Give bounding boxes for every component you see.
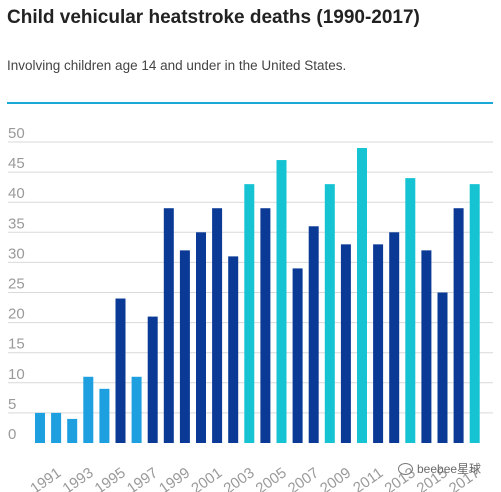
chart-subtitle: Involving children age 14 and under in t… xyxy=(7,58,347,73)
y-tick-label: 30 xyxy=(8,245,25,262)
bar xyxy=(83,376,94,443)
bar xyxy=(469,184,480,443)
bar xyxy=(131,376,142,443)
bar xyxy=(421,250,432,443)
bar xyxy=(147,316,158,443)
bar xyxy=(405,178,416,443)
bar xyxy=(244,184,255,443)
y-tick-label: 45 xyxy=(8,155,25,172)
y-tick-label: 10 xyxy=(8,366,25,383)
bar xyxy=(35,412,45,443)
bar xyxy=(67,418,78,443)
y-tick-label: 25 xyxy=(8,276,25,293)
x-tick-label: 1993 xyxy=(60,464,97,492)
y-tick-label: 15 xyxy=(8,336,25,353)
bar xyxy=(389,232,400,443)
bar xyxy=(51,412,62,443)
bar xyxy=(324,184,335,443)
chart-title: Child vehicular heatstroke deaths (1990-… xyxy=(7,7,420,28)
bar xyxy=(292,268,303,443)
x-tick-label: 2003 xyxy=(221,464,258,492)
bar xyxy=(437,292,448,443)
bar xyxy=(196,232,206,443)
bar xyxy=(357,148,367,443)
bar xyxy=(453,208,464,443)
x-tick-label: 1995 xyxy=(92,464,129,492)
y-tick-label: 20 xyxy=(8,306,25,323)
x-tick-label: 2007 xyxy=(285,464,322,492)
header-divider xyxy=(7,102,493,104)
x-tick-label: 1991 xyxy=(27,464,64,492)
watermark-text: beebee星球 xyxy=(417,462,482,476)
chat-bubble-icon xyxy=(398,462,413,475)
x-tick-label: 2005 xyxy=(253,464,290,492)
bar xyxy=(115,298,126,443)
bar xyxy=(179,250,190,443)
bar xyxy=(373,244,384,443)
bar xyxy=(212,208,223,443)
x-tick-label: 2001 xyxy=(188,464,225,492)
bar xyxy=(276,160,287,443)
bar xyxy=(228,256,239,443)
x-tick-label: 1999 xyxy=(156,464,193,492)
bar xyxy=(340,244,351,443)
y-tick-label: 35 xyxy=(8,215,25,232)
y-tick-label: 5 xyxy=(8,396,16,413)
bar xyxy=(163,208,174,443)
watermark: beebee星球 xyxy=(398,460,481,477)
x-tick-label: 1997 xyxy=(124,464,161,492)
y-tick-label: 40 xyxy=(8,185,25,202)
x-tick-label: 2011 xyxy=(350,464,386,492)
bar xyxy=(308,226,319,443)
x-tick-label: 2009 xyxy=(317,464,354,492)
bar xyxy=(260,208,271,443)
bar xyxy=(99,388,110,443)
y-tick-label: 0 xyxy=(8,426,16,443)
y-tick-label: 50 xyxy=(8,125,25,142)
